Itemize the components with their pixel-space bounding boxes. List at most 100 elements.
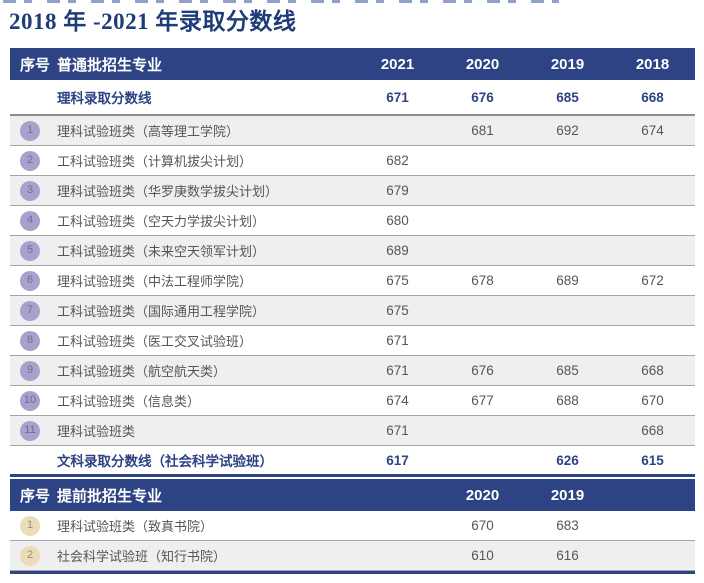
score-cell: 670 [641, 393, 664, 408]
row-number-badge: 2 [20, 150, 40, 171]
table-row: 9 工科试验班类（航空航天类） 671 676 685 668 [10, 356, 695, 386]
score-cell: 677 [471, 393, 494, 408]
row-number-badge: 9 [20, 360, 40, 381]
row-number-cell: 6 [10, 270, 50, 291]
column-header-year-2020: 2020 [465, 486, 500, 504]
score-cell: 626 [556, 452, 579, 468]
column-header-no: 序号 [20, 56, 51, 74]
advance-table-header: 序号 提前批招生专业 2020 2019 [10, 479, 695, 511]
table-row: 3 理科试验班类（华罗庚数学拔尖计划） 679 [10, 176, 695, 206]
score-cell: 675 [386, 303, 409, 318]
score-cell: 680 [386, 213, 409, 228]
score-cell: 671 [386, 363, 409, 378]
score-cell: 688 [556, 393, 579, 408]
score-cell: 676 [471, 89, 494, 105]
clipped-text-fragment [3, 0, 559, 3]
major-name: 工科试验班类（医工交叉试验班） [57, 334, 253, 349]
score-cell: 685 [556, 363, 579, 378]
row-number-cell: 1 [10, 120, 50, 141]
score-cell: 675 [386, 273, 409, 288]
score-cell: 678 [471, 273, 494, 288]
regular-rows-container: 1 理科试验班类（高等理工学院） 681 692 674 2 工科试验班类（计算机拔尖计划）… [10, 116, 695, 446]
regular-table-header: 序号 普通批招生专业 2021 2020 2019 2018 [10, 48, 695, 80]
row-number-badge: 7 [20, 300, 40, 321]
table-row: 11 理科试验班类 671 668 [10, 416, 695, 446]
column-header-year-2019: 2019 [550, 486, 585, 504]
table-row: 6 理科试验班类（中法工程师学院） 675 678 689 672 [10, 266, 695, 296]
major-name: 工科试验班类（航空航天类） [57, 364, 227, 379]
column-header-year-2020: 2020 [465, 55, 500, 73]
score-cell: 674 [641, 123, 664, 138]
science-score-line-row: 理科录取分数线 671 676 685 668 [10, 80, 695, 116]
score-cell: 676 [471, 363, 494, 378]
column-header-major: 提前批招生专业 [57, 487, 163, 505]
page-title: 2018 年 -2021 年录取分数线 [9, 9, 297, 34]
major-name: 理科试验班类 [57, 424, 136, 439]
score-cell: 668 [641, 89, 664, 105]
score-cell: 610 [471, 548, 494, 563]
regular-admissions-table: 序号 普通批招生专业 2021 2020 2019 2018 理科录取分数线 6… [10, 48, 695, 477]
score-cell: 668 [641, 363, 664, 378]
major-name: 社会科学试验班（知行书院） [57, 549, 227, 564]
row-number-badge: 6 [20, 270, 40, 291]
table-row: 10 工科试验班类（信息类） 674 677 688 670 [10, 386, 695, 416]
major-name: 工科试验班类（空天力学拔尖计划） [57, 214, 266, 229]
row-number-badge: 1 [20, 120, 40, 141]
score-cell: 671 [386, 423, 409, 438]
score-cell: 689 [386, 243, 409, 258]
major-name: 工科试验班类（国际通用工程学院） [57, 304, 266, 319]
score-cell: 685 [556, 89, 579, 105]
arts-score-line-row: 文科录取分数线（社会科学试验班） 617 626 615 [10, 446, 695, 474]
column-header-year-2018: 2018 [635, 55, 670, 73]
table-row: 1 理科试验班类（高等理工学院） 681 692 674 [10, 116, 695, 146]
major-name: 理科试验班类（高等理工学院） [57, 124, 240, 139]
score-cell: 672 [641, 273, 664, 288]
table-row: 7 工科试验班类（国际通用工程学院） 675 [10, 296, 695, 326]
score-cell: 692 [556, 123, 579, 138]
row-number-cell: 4 [10, 210, 50, 231]
score-cell: 689 [556, 273, 579, 288]
score-cell: 617 [386, 452, 409, 468]
major-name: 工科试验班类（计算机拔尖计划） [57, 154, 253, 169]
table-row: 2 社会科学试验班（知行书院） 610 616 [10, 541, 695, 571]
advance-admissions-table: 序号 提前批招生专业 2020 2019 1 理科试验班类（致真书院） 670 683… [10, 479, 695, 574]
row-number-badge: 10 [20, 390, 40, 411]
row-number-cell: 2 [10, 545, 50, 566]
advance-rows-container: 1 理科试验班类（致真书院） 670 683 2 社会科学试验班（知行书院） 610 616 [10, 511, 695, 571]
row-number-badge: 11 [20, 420, 40, 441]
score-cell: 683 [556, 518, 579, 533]
row-number-cell: 1 [10, 515, 50, 536]
score-cell: 671 [386, 333, 409, 348]
row-number-cell: 7 [10, 300, 50, 321]
row-number-cell: 2 [10, 150, 50, 171]
score-cell: 679 [386, 183, 409, 198]
row-number-badge: 4 [20, 210, 40, 231]
score-cell: 682 [386, 153, 409, 168]
table-row: 4 工科试验班类（空天力学拔尖计划） 680 [10, 206, 695, 236]
column-header-no: 序号 [20, 487, 51, 505]
score-cell: 670 [471, 518, 494, 533]
column-header-major: 普通批招生专业 [57, 56, 163, 74]
major-name: 工科试验班类（未来空天领军计划） [57, 244, 266, 259]
row-number-cell: 3 [10, 180, 50, 201]
major-name: 理科试验班类（中法工程师学院） [57, 274, 253, 289]
score-cell: 681 [471, 123, 494, 138]
major-name: 理科试验班类（华罗庚数学拔尖计划） [57, 184, 279, 199]
major-name: 理科试验班类（致真书院） [57, 519, 214, 534]
row-number-badge: 2 [20, 545, 40, 566]
score-cell: 616 [556, 548, 579, 563]
column-header-year-2021: 2021 [380, 55, 415, 73]
column-header-year-2019: 2019 [550, 55, 585, 73]
table-row: 8 工科试验班类（医工交叉试验班） 671 [10, 326, 695, 356]
score-cell: 674 [386, 393, 409, 408]
row-number-badge: 3 [20, 180, 40, 201]
major-name: 工科试验班类（信息类） [57, 394, 201, 409]
table-row: 2 工科试验班类（计算机拔尖计划） 682 [10, 146, 695, 176]
row-number-cell: 11 [10, 420, 50, 441]
row-number-badge: 5 [20, 240, 40, 261]
row-number-cell: 8 [10, 330, 50, 351]
table-row: 1 理科试验班类（致真书院） 670 683 [10, 511, 695, 541]
score-cell: 615 [641, 452, 664, 468]
row-number-cell: 5 [10, 240, 50, 261]
